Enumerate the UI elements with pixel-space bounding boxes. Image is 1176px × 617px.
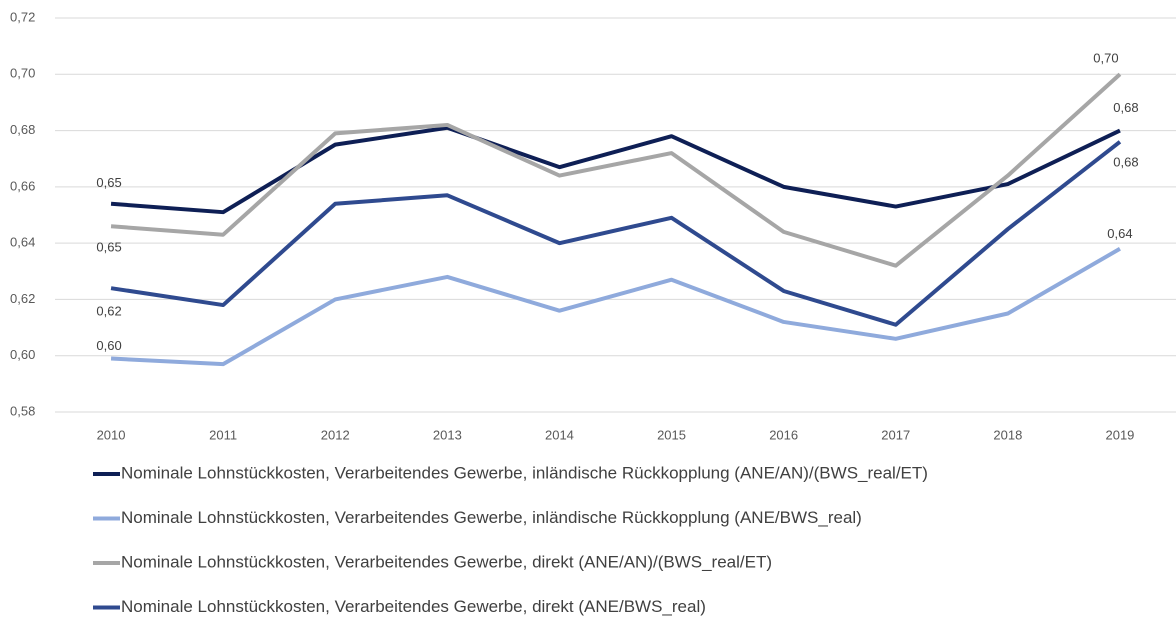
legend-text: Nominale Lohnstückkosten, Verarbeitendes… bbox=[121, 597, 706, 616]
y-tick-label: 0,62 bbox=[10, 291, 35, 306]
data-label: 0,65 bbox=[96, 175, 121, 190]
data-label: 0,68 bbox=[1113, 154, 1138, 169]
x-tick-label: 2013 bbox=[433, 427, 462, 442]
y-tick-label: 0,70 bbox=[10, 66, 35, 81]
data-label: 0,68 bbox=[1113, 100, 1138, 115]
series-line bbox=[110, 247, 1121, 367]
y-tick-label: 0,58 bbox=[10, 403, 35, 418]
x-tick-label: 2016 bbox=[769, 427, 798, 442]
x-tick-label: 2011 bbox=[209, 427, 237, 442]
x-tick-label: 2014 bbox=[545, 427, 574, 442]
series-line bbox=[110, 72, 1122, 268]
x-tick-label: 2015 bbox=[657, 427, 686, 442]
legend-text: Nominale Lohnstückkosten, Verarbeitendes… bbox=[121, 463, 928, 482]
data-label: 0,62 bbox=[96, 304, 121, 319]
y-tick-label: 0,72 bbox=[10, 9, 35, 24]
y-tick-label: 0,68 bbox=[10, 122, 35, 137]
y-tick-label: 0,60 bbox=[10, 347, 35, 362]
x-tick-label: 2018 bbox=[993, 427, 1022, 442]
x-tick-label: 2017 bbox=[881, 427, 910, 442]
x-tick-label: 2010 bbox=[97, 427, 126, 442]
x-tick-label: 2019 bbox=[1105, 427, 1134, 442]
x-tick-label: 2012 bbox=[321, 427, 350, 442]
legend-text: Nominale Lohnstückkosten, Verarbeitendes… bbox=[121, 552, 772, 571]
series-line bbox=[110, 140, 1122, 327]
legend-text: Nominale Lohnstückkosten, Verarbeitendes… bbox=[121, 508, 862, 527]
y-tick-label: 0,64 bbox=[10, 235, 35, 250]
series-line bbox=[110, 125, 1121, 215]
data-label: 0,65 bbox=[96, 240, 121, 255]
data-label: 0,64 bbox=[1107, 226, 1132, 241]
y-tick-label: 0,66 bbox=[10, 178, 35, 193]
data-label: 0,60 bbox=[96, 338, 121, 353]
data-label: 0,70 bbox=[1093, 51, 1118, 66]
